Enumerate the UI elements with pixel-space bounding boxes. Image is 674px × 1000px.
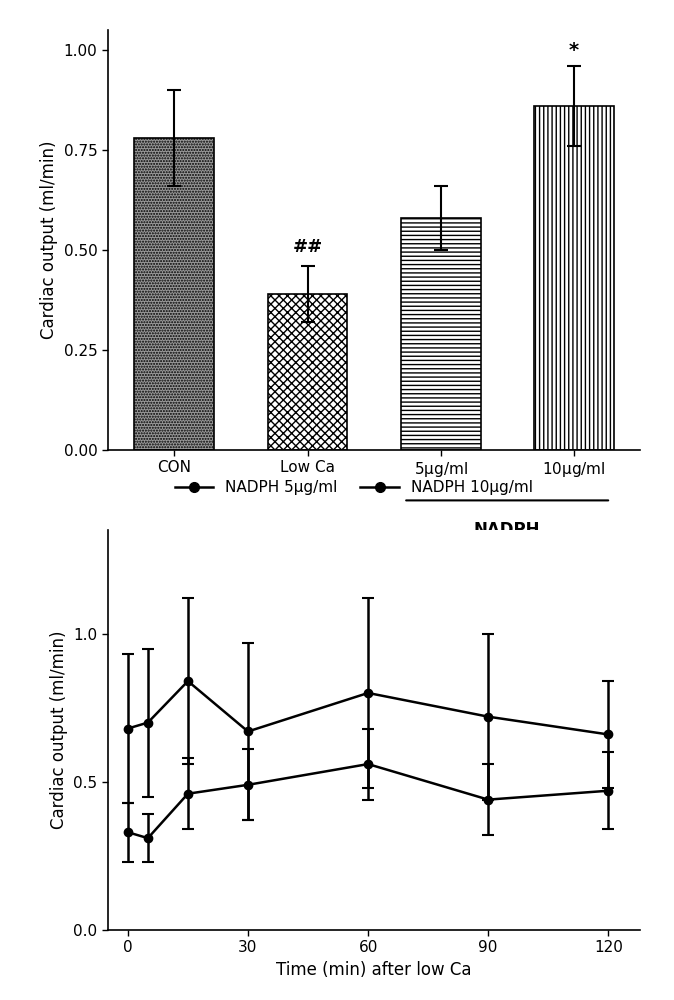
- Bar: [135, 138, 214, 450]
- Text: *: *: [569, 41, 579, 60]
- Legend: NADPH 5μg/ml, NADPH 10μg/ml: NADPH 5μg/ml, NADPH 10μg/ml: [168, 474, 539, 501]
- Bar: [400, 218, 481, 450]
- Bar: [534, 106, 614, 450]
- Text: ##: ##: [293, 238, 323, 256]
- Y-axis label: Cardiac output (ml/min): Cardiac output (ml/min): [40, 141, 58, 339]
- Bar: [268, 294, 348, 450]
- X-axis label: Time (min) after low Ca: Time (min) after low Ca: [276, 961, 472, 979]
- Y-axis label: Cardiac output (ml/min): Cardiac output (ml/min): [50, 631, 68, 829]
- Text: NADPH: NADPH: [474, 521, 541, 539]
